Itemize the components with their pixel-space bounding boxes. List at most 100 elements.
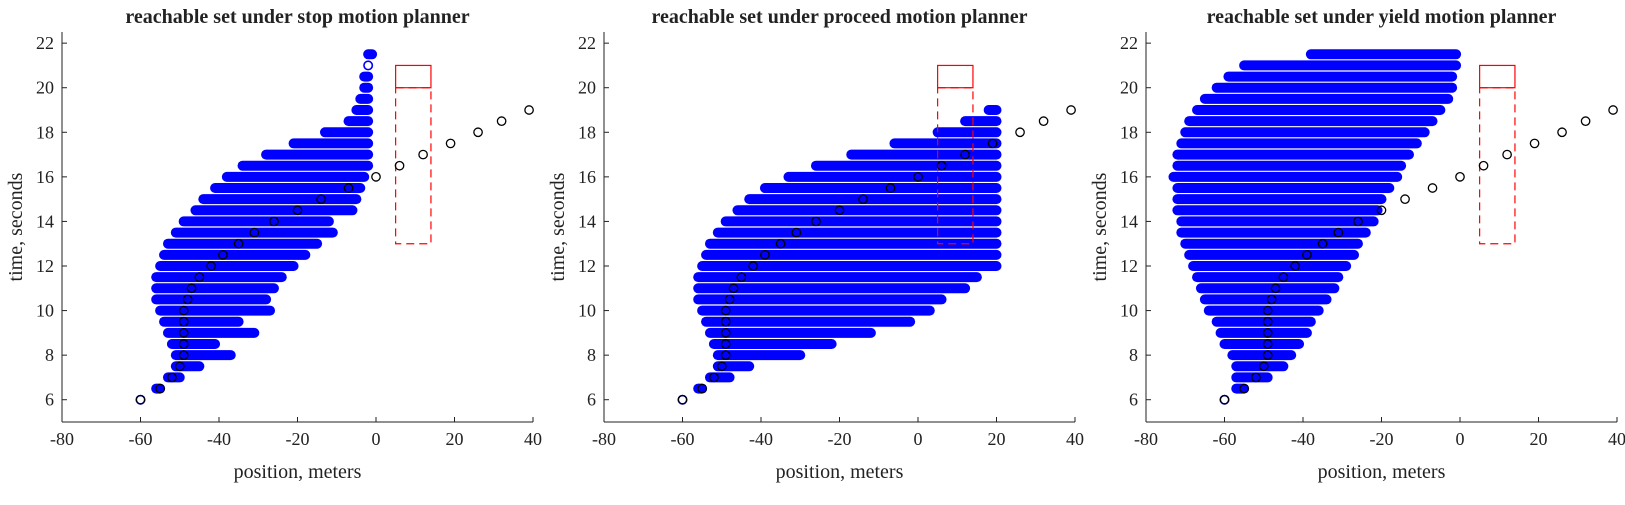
trajectory-point xyxy=(178,316,189,327)
trajectory-point xyxy=(677,394,688,405)
x-tick-label: -40 xyxy=(207,429,231,449)
trajectory-point xyxy=(1266,294,1277,305)
y-tick-label: 22 xyxy=(578,33,596,53)
trajectory-point xyxy=(316,194,326,204)
y-tick-label: 10 xyxy=(1120,301,1138,321)
x-tick-label: -80 xyxy=(1134,429,1158,449)
y-axis-label: time, seconds xyxy=(547,172,569,281)
trajectory-point xyxy=(1239,383,1249,394)
trajectory-point xyxy=(775,238,786,249)
trajectory-point xyxy=(249,227,260,238)
trajectory-point xyxy=(178,350,189,360)
trajectory-point xyxy=(182,294,193,305)
x-tick-label: -20 xyxy=(1370,429,1394,449)
y-tick-label: 6 xyxy=(1129,390,1138,410)
trajectory-point xyxy=(174,361,185,372)
trajectory-point xyxy=(1278,272,1289,282)
x-tick-label: -60 xyxy=(1213,429,1237,449)
trajectory-point xyxy=(720,339,731,349)
y-tick-label: 16 xyxy=(578,167,596,187)
x-tick-label: 20 xyxy=(446,429,464,449)
x-tick-label: -20 xyxy=(286,429,310,449)
trajectory-point xyxy=(936,160,947,171)
chart-title: reachable set under proceed motion plann… xyxy=(651,6,1027,28)
trajectory-point xyxy=(858,194,868,204)
trajectory-point xyxy=(834,205,845,216)
trajectory-point xyxy=(1262,328,1273,338)
trajectory-point xyxy=(1317,238,1328,249)
trajectory-point xyxy=(1478,160,1489,171)
trajectory-point xyxy=(233,238,244,249)
trajectory-point xyxy=(913,172,923,182)
trajectory xyxy=(1219,105,1618,405)
trajectory-point xyxy=(1333,227,1344,238)
trajectory-point xyxy=(1529,138,1540,149)
trajectory-point xyxy=(1066,105,1076,115)
y-tick-label: 18 xyxy=(36,122,54,142)
conflict-zone-dashed xyxy=(395,87,432,245)
trajectory-point xyxy=(760,250,770,260)
trajectory-point xyxy=(206,261,216,271)
trajectory-point xyxy=(1400,194,1410,204)
trajectory-point xyxy=(724,294,735,305)
y-tick-label: 8 xyxy=(1129,345,1138,365)
trajectory-point xyxy=(1580,116,1591,126)
trajectory-point xyxy=(371,172,381,182)
trajectory-point xyxy=(394,160,405,171)
reachable-set xyxy=(1168,49,1462,405)
trajectory-point xyxy=(987,138,998,149)
y-tick-label: 16 xyxy=(36,167,54,187)
trajectory-point xyxy=(155,383,165,394)
trajectory-point xyxy=(1427,183,1438,193)
trajectory-point xyxy=(1502,149,1512,160)
trajectory-point xyxy=(1376,205,1387,216)
trajectory-point xyxy=(1608,105,1618,115)
reachable-point xyxy=(363,60,374,71)
trajectory-point xyxy=(811,216,821,227)
trajectory-point xyxy=(1262,339,1273,349)
trajectory-point xyxy=(791,227,802,238)
trajectory-point xyxy=(496,116,507,126)
y-tick-label: 22 xyxy=(1120,33,1138,53)
reachable-set xyxy=(135,49,378,405)
trajectory-point xyxy=(1038,116,1049,126)
trajectory-point xyxy=(748,261,759,271)
y-tick-label: 12 xyxy=(1120,256,1138,276)
trajectory-point xyxy=(709,372,719,383)
y-tick-label: 18 xyxy=(1120,122,1138,142)
trajectory-point xyxy=(716,361,727,372)
trajectory-point xyxy=(885,183,896,193)
y-tick-label: 20 xyxy=(1120,78,1138,98)
y-tick-label: 14 xyxy=(1120,211,1138,231)
conflict-zone-dashed xyxy=(1479,87,1516,245)
x-axis-label: position, meters xyxy=(234,461,362,483)
x-tick-label: -40 xyxy=(749,429,773,449)
x-tick-label: -60 xyxy=(129,429,153,449)
x-tick-label: 0 xyxy=(914,429,923,449)
chart-panel-3: -80 -60 -40 -20 0 20 40 6 8 10 12 14 16 18 20 22 reachab… xyxy=(1089,6,1625,483)
trajectory-point xyxy=(1270,283,1281,294)
trajectory-point xyxy=(135,394,146,405)
y-tick-label: 18 xyxy=(578,122,596,142)
trajectory-point xyxy=(1262,305,1273,316)
y-tick-label: 20 xyxy=(578,78,596,98)
chart-panel-2: -80 -60 -40 -20 0 20 40 6 8 10 12 14 16 18 20 22 reachab… xyxy=(547,6,1084,483)
y-axis-label: time, seconds xyxy=(5,172,27,281)
x-tick-label: 0 xyxy=(1456,429,1465,449)
x-tick-label: 20 xyxy=(988,429,1006,449)
trajectory-point xyxy=(343,183,354,193)
trajectory-point xyxy=(720,316,731,327)
x-tick-label: -40 xyxy=(1291,429,1315,449)
trajectory-point xyxy=(1262,350,1273,360)
trajectory-point xyxy=(960,149,970,160)
y-tick-label: 20 xyxy=(36,78,54,98)
trajectory-point xyxy=(178,305,189,316)
trajectory-point xyxy=(473,127,483,138)
conflict-zone-solid xyxy=(1479,64,1516,89)
y-tick-label: 22 xyxy=(36,33,54,53)
trajectory-point xyxy=(292,205,303,216)
trajectory-point xyxy=(1455,172,1465,182)
y-tick-label: 10 xyxy=(36,301,54,321)
